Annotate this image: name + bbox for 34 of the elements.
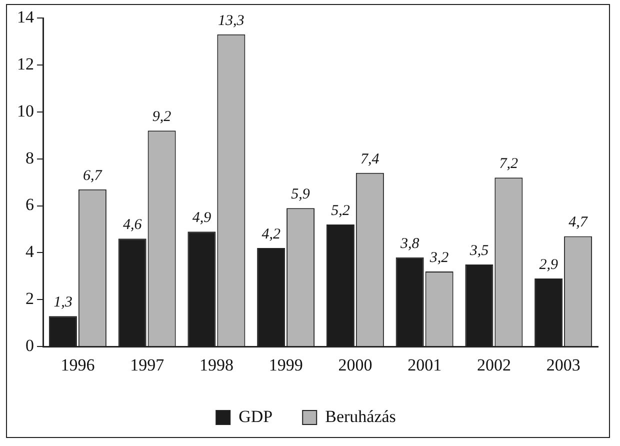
y-tick-label: 0 bbox=[26, 336, 34, 356]
x-tick-label: 2001 bbox=[408, 355, 442, 374]
y-tick-label: 6 bbox=[26, 195, 34, 214]
legend-label: Beruházás bbox=[325, 406, 396, 426]
data-label: 5,2 bbox=[331, 202, 350, 219]
x-tick-label: 2002 bbox=[476, 355, 511, 374]
y-tick-label: 14 bbox=[17, 7, 34, 26]
data-label: 6,7 bbox=[83, 168, 104, 184]
x-tick-label: 1998 bbox=[199, 355, 234, 374]
data-label: 2,9 bbox=[539, 256, 558, 273]
x-tick-label: 2003 bbox=[546, 355, 580, 374]
data-label: 7,4 bbox=[360, 151, 380, 168]
x-tick-label: 1999 bbox=[268, 355, 303, 374]
y-tick-label: 12 bbox=[17, 54, 34, 74]
y-tick-label: 8 bbox=[26, 148, 34, 168]
x-tick-label: 1996 bbox=[60, 355, 95, 374]
data-label: 4,9 bbox=[192, 210, 212, 226]
y-tick-label: 4 bbox=[26, 242, 34, 262]
data-label: 13,3 bbox=[218, 12, 244, 29]
x-tick-label: 1997 bbox=[130, 355, 165, 374]
data-label: 3,8 bbox=[399, 236, 420, 252]
y-tick-label: 10 bbox=[17, 101, 34, 120]
data-label: 4,2 bbox=[262, 226, 281, 242]
y-tick-label: 2 bbox=[26, 289, 34, 308]
data-label: 3,2 bbox=[428, 250, 450, 266]
data-label: 7,2 bbox=[499, 156, 519, 172]
data-label: 4,7 bbox=[568, 214, 589, 231]
legend-label: GDP bbox=[238, 406, 273, 426]
data-label: 9,2 bbox=[152, 109, 172, 126]
data-label: 4,6 bbox=[122, 217, 142, 234]
data-label: 5,9 bbox=[291, 186, 310, 203]
data-label: 1,3 bbox=[54, 294, 72, 311]
x-tick-label: 2000 bbox=[338, 355, 372, 374]
data-label: 3,5 bbox=[468, 242, 490, 259]
